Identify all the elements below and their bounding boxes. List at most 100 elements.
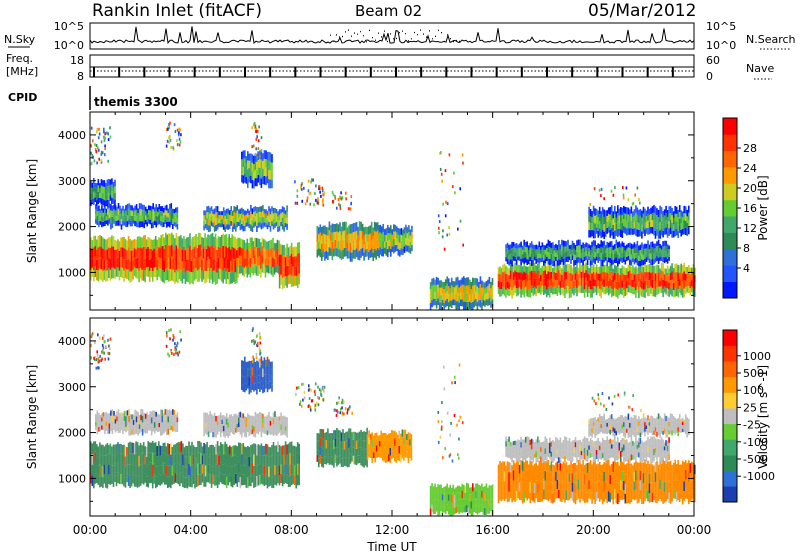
echo-cell	[529, 460, 531, 472]
echo-cell	[257, 368, 260, 376]
echo-cell	[230, 215, 232, 221]
echo-cell	[411, 232, 413, 239]
echo-cell	[325, 448, 328, 457]
echo-cell	[456, 301, 459, 310]
echo-cell	[108, 464, 110, 475]
echo-cell	[90, 452, 92, 463]
echo-cell	[292, 247, 294, 257]
echo-cell	[488, 284, 491, 291]
echo-cell	[278, 209, 281, 215]
echo-cell	[438, 500, 441, 508]
echo-cell	[659, 230, 661, 239]
echo-cell	[128, 415, 130, 423]
echo-cell	[364, 457, 367, 466]
echo-cell	[458, 302, 460, 310]
echo-cell	[671, 207, 673, 216]
echo-cell	[186, 446, 189, 457]
echo-cell	[472, 499, 474, 508]
echo-cell	[170, 219, 173, 225]
echo-cell	[455, 506, 457, 514]
echo-cell	[262, 168, 264, 177]
echo-cell	[589, 223, 592, 231]
echo-cell	[260, 242, 262, 251]
echo-cell	[253, 172, 255, 181]
echo-cell	[222, 207, 225, 213]
echo-cell	[270, 266, 273, 275]
echo-cell	[479, 485, 482, 493]
echo-cell	[173, 415, 176, 421]
echo-cell	[523, 271, 525, 281]
echo-cell	[592, 489, 595, 500]
echo-cell	[521, 273, 524, 281]
echo-cell	[242, 214, 245, 221]
echo-cell	[106, 465, 109, 478]
echo-cell	[406, 439, 408, 446]
echo-cell	[204, 245, 206, 259]
echo-cell	[564, 280, 566, 290]
echo-cell	[117, 409, 120, 416]
echo-cell	[275, 421, 278, 427]
echo-cell	[629, 270, 631, 278]
echo-cell	[597, 248, 599, 254]
echo-cell	[274, 222, 276, 228]
echo-cell	[172, 269, 175, 282]
echo-cell	[295, 478, 297, 489]
echo-cell	[606, 210, 608, 216]
echo-cell	[675, 288, 678, 297]
echo-cell	[287, 247, 290, 257]
echo-cell	[124, 466, 127, 478]
echo-cell	[600, 224, 602, 232]
echo-cell	[476, 302, 479, 310]
echo-cell	[253, 476, 255, 488]
echo-cell	[99, 419, 102, 423]
echo-cell	[104, 423, 106, 429]
echo-cell	[290, 452, 293, 464]
echo-cell	[160, 234, 163, 247]
echo-cell	[506, 471, 509, 482]
echo-cell	[124, 456, 127, 467]
echo-cell	[219, 424, 222, 431]
echo-cell	[449, 300, 451, 307]
echo-cell	[187, 259, 190, 271]
echo-cell	[205, 271, 208, 283]
echo-cell	[175, 269, 178, 282]
echo-cell	[641, 242, 643, 249]
echo-cell	[175, 427, 177, 433]
echo-cell	[100, 444, 103, 456]
echo-cell	[204, 224, 207, 229]
echo-cell	[253, 431, 255, 437]
echo-cell	[137, 423, 139, 430]
echo-cell	[239, 465, 242, 477]
echo-cell	[98, 417, 100, 423]
echo-cell	[461, 277, 464, 285]
echo-cell	[209, 213, 211, 220]
echo-cell	[633, 274, 636, 281]
echo-cell	[336, 437, 338, 448]
echo-cell	[624, 207, 627, 214]
echo-point	[98, 148, 100, 152]
echo-cell	[645, 272, 648, 279]
echo-cell	[556, 288, 559, 296]
echo-cell	[156, 456, 158, 467]
echo-cell	[159, 268, 162, 279]
echo-cell	[124, 248, 127, 259]
echo-cell	[182, 454, 184, 466]
echo-cell	[174, 238, 176, 250]
echo-cell	[585, 492, 587, 503]
echo-cell	[259, 474, 261, 485]
echo-cell	[254, 383, 257, 391]
echo-cell	[176, 453, 178, 463]
echo-cell	[278, 277, 281, 289]
echo-cell	[562, 461, 565, 471]
echo-cell	[129, 424, 132, 431]
echo-cell	[485, 281, 488, 288]
echo-cell	[209, 207, 211, 214]
echo-cell	[544, 249, 547, 255]
echo-cell	[175, 257, 178, 270]
echo-cell	[654, 253, 657, 258]
echo-cell	[150, 258, 152, 268]
echo-cell	[541, 471, 544, 482]
echo-cell	[113, 209, 115, 215]
echo-cell	[544, 490, 547, 500]
echo-cell	[598, 221, 601, 229]
